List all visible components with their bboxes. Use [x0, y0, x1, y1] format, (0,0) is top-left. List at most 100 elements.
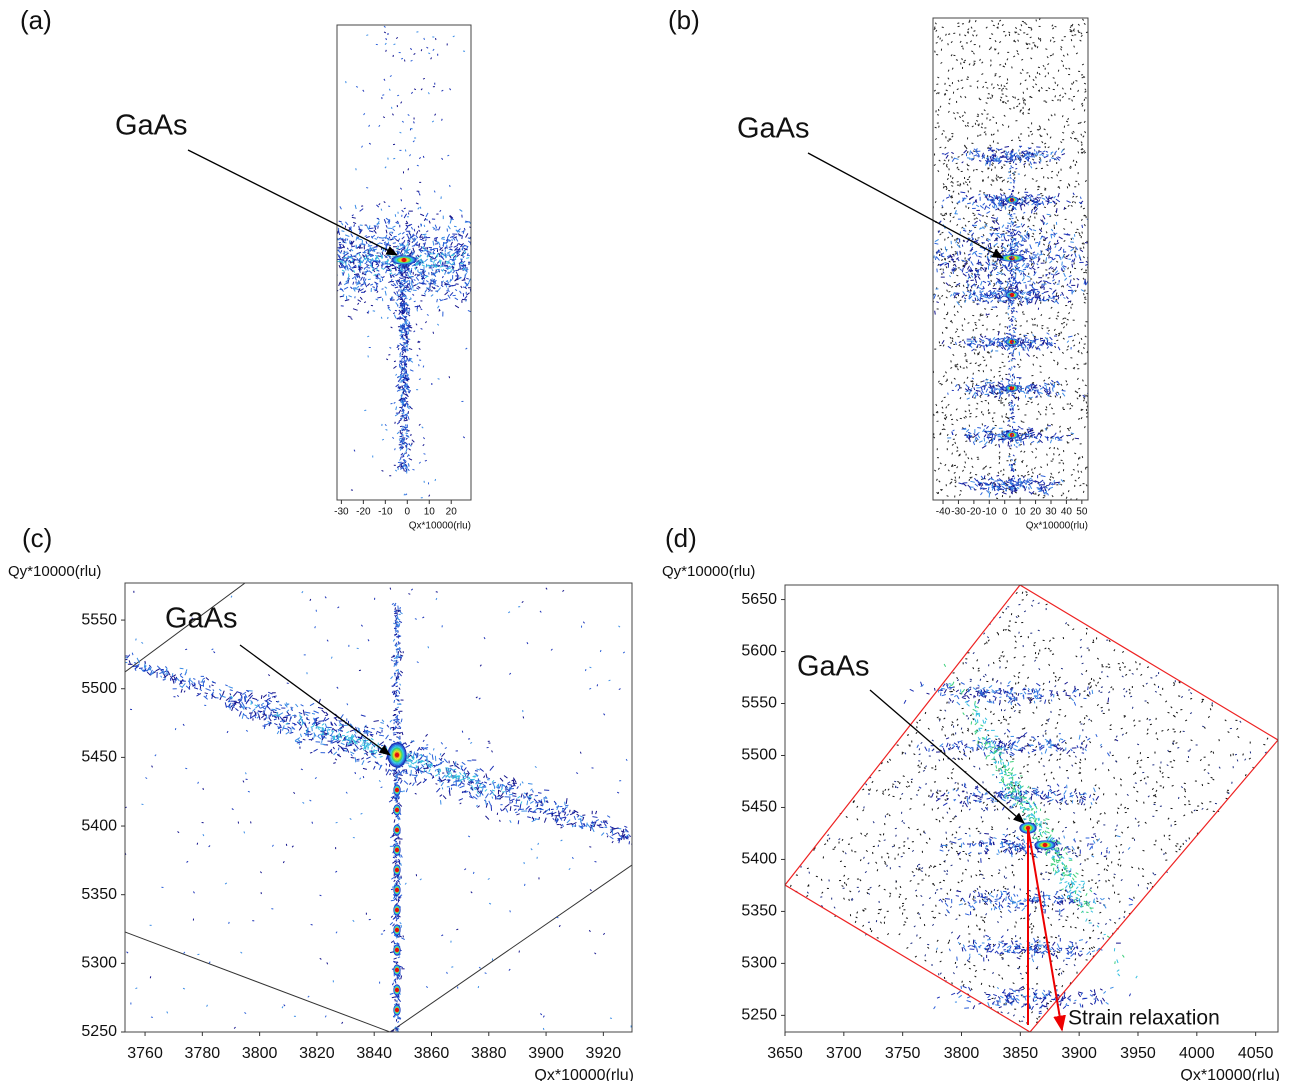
- contour-mark: [356, 86, 358, 87]
- contour-mark: [1056, 318, 1058, 319]
- contour-mark: [1019, 296, 1021, 298]
- contour-mark: [973, 437, 975, 438]
- contour-mark: [406, 234, 408, 235]
- contour-mark: [437, 299, 438, 302]
- contour-mark: [461, 286, 462, 288]
- contour-mark: [405, 365, 407, 367]
- contour-mark: [1082, 64, 1084, 65]
- contour-mark: [1015, 269, 1020, 270]
- contour-mark: [956, 364, 958, 365]
- contour-mark: [426, 280, 428, 282]
- contour-mark: [1004, 193, 1006, 194]
- contour-mark: [957, 23, 959, 24]
- contour-mark: [1083, 243, 1084, 245]
- contour-mark: [936, 257, 939, 261]
- contour-mark: [385, 424, 386, 425]
- contour-mark: [1002, 362, 1004, 363]
- contour-mark: [1021, 338, 1022, 341]
- contour-mark: [964, 417, 966, 418]
- contour-mark: [1023, 311, 1024, 313]
- contour-mark: [977, 114, 978, 115]
- contour-mark: [1068, 490, 1069, 492]
- contour-mark: [1045, 274, 1047, 275]
- contour-mark: [1083, 278, 1084, 280]
- contour-mark: [1083, 293, 1084, 295]
- contour-mark: [990, 233, 993, 234]
- contour-mark: [433, 241, 434, 246]
- contour-mark: [417, 355, 418, 356]
- contour-mark: [1043, 239, 1044, 241]
- contour-mark: [487, 252, 490, 254]
- contour-mark: [959, 285, 960, 287]
- contour-mark: [947, 290, 948, 292]
- contour-mark: [980, 59, 981, 61]
- contour-mark: [951, 41, 952, 43]
- contour-mark: [396, 406, 397, 410]
- contour-mark: [412, 443, 413, 446]
- contour-mark: [1000, 264, 1001, 266]
- contour-mark: [1024, 201, 1027, 203]
- contour-mark: [940, 38, 941, 40]
- contour-mark: [1033, 230, 1036, 231]
- contour-mark: [1022, 301, 1024, 303]
- contour-mark: [999, 452, 1000, 454]
- contour-mark: [968, 207, 969, 209]
- contour-mark: [1018, 234, 1020, 235]
- contour-mark: [401, 363, 402, 365]
- contour-mark: [1059, 237, 1063, 239]
- contour-mark: [325, 257, 326, 260]
- contour-mark: [1055, 437, 1056, 439]
- contour-mark: [444, 248, 446, 249]
- contour-mark: [957, 368, 958, 370]
- contour-mark: [1085, 336, 1087, 337]
- contour-mark: [427, 252, 432, 253]
- contour-mark: [974, 387, 975, 390]
- contour-mark: [1000, 286, 1001, 288]
- contour-mark: [997, 346, 999, 347]
- contour-mark: [1005, 147, 1009, 148]
- contour-mark: [1053, 389, 1054, 391]
- contour-mark: [1082, 105, 1083, 107]
- contour-mark: [960, 96, 961, 98]
- contour-mark: [945, 464, 946, 466]
- contour-mark: [987, 211, 991, 213]
- contour-mark: [1007, 235, 1011, 236]
- contour-mark: [409, 348, 412, 349]
- contour-mark: [940, 106, 941, 108]
- contour-mark: [957, 447, 958, 449]
- contour-mark: [975, 20, 976, 22]
- contour-mark: [439, 227, 441, 231]
- contour-mark: [970, 472, 971, 474]
- contour-mark: [354, 274, 359, 275]
- contour-mark: [1015, 27, 1016, 29]
- contour-mark: [1044, 143, 1046, 144]
- contour-mark: [949, 285, 951, 286]
- contour-mark: [935, 139, 937, 140]
- contour-mark: [1041, 250, 1042, 254]
- contour-mark: [1040, 295, 1041, 297]
- contour-mark: [990, 98, 992, 99]
- contour-mark: [344, 287, 348, 289]
- contour-mark: [354, 270, 355, 273]
- contour-mark: [395, 448, 396, 450]
- contour-mark: [1080, 197, 1081, 199]
- contour-mark: [402, 311, 403, 315]
- contour-mark: [1044, 129, 1046, 130]
- contour-mark: [1020, 270, 1024, 271]
- contour-mark: [1081, 142, 1082, 144]
- contour-mark: [979, 364, 981, 365]
- contour-mark: [420, 255, 421, 258]
- contour-mark: [403, 385, 406, 386]
- contour-mark: [1018, 137, 1019, 139]
- contour-mark: [959, 344, 960, 345]
- contour-mark: [1049, 241, 1051, 244]
- contour-mark: [1045, 238, 1048, 239]
- contour-mark: [1072, 340, 1074, 341]
- contour-mark: [1036, 282, 1037, 284]
- contour-mark: [936, 30, 937, 32]
- contour-mark: [382, 264, 383, 268]
- contour-mark: [382, 238, 386, 239]
- contour-mark: [1082, 148, 1083, 150]
- contour-mark: [1047, 278, 1049, 279]
- contour-mark: [941, 40, 942, 42]
